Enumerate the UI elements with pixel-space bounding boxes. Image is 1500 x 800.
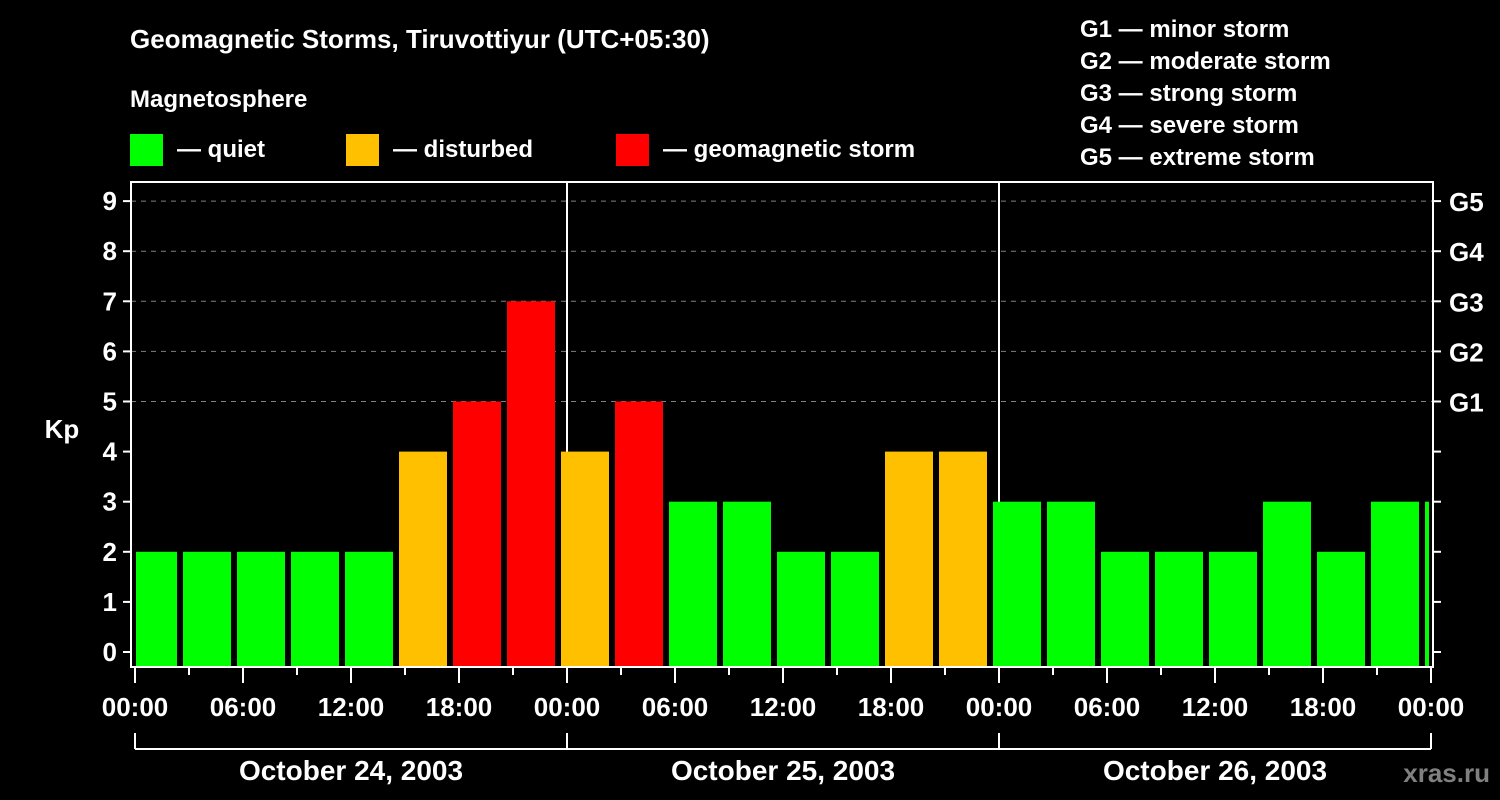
kp-bar <box>507 301 555 666</box>
storm-scale-g3: G3 — strong storm <box>1080 80 1298 107</box>
y-tick-label: 3 <box>103 487 117 517</box>
chart-title: Geomagnetic Storms, Tiruvottiyur (UTC+05… <box>130 24 710 54</box>
legend-title: Magnetosphere <box>130 86 308 113</box>
x-tick-label: 00:00 <box>534 692 601 722</box>
y-tick-label: 5 <box>103 387 117 417</box>
g-scale-label: G1 <box>1449 388 1484 418</box>
x-tick-label: 00:00 <box>1398 692 1465 722</box>
x-tick-label: 00:00 <box>966 692 1033 722</box>
g-scale-label: G2 <box>1449 337 1484 367</box>
day-label: October 26, 2003 <box>1103 755 1327 786</box>
disturbed-swatch <box>346 134 379 166</box>
kp-bar <box>399 451 447 666</box>
g-scale-label: G4 <box>1449 237 1484 267</box>
y-tick-label: 8 <box>103 236 117 266</box>
x-tick-label: 06:00 <box>210 692 277 722</box>
kp-bar <box>1425 501 1429 666</box>
y-tick-label: 7 <box>103 286 117 316</box>
kp-bar <box>1101 551 1149 666</box>
kp-bar <box>1317 551 1365 666</box>
storm-scale-g2: G2 — moderate storm <box>1080 48 1331 75</box>
legend-quiet-label: — quiet <box>177 136 265 163</box>
storm-scale-list: G1 — minor storm G2 — moderate storm G3 … <box>1080 14 1331 174</box>
day-label: October 25, 2003 <box>671 755 895 786</box>
storm-scale-g5: G5 — extreme storm <box>1080 144 1315 171</box>
kp-bar <box>345 551 393 666</box>
x-tick-label: 18:00 <box>426 692 493 722</box>
kp-bar <box>939 451 987 666</box>
legend-storm: — geomagnetic storm <box>616 134 915 166</box>
kp-bar <box>669 501 717 666</box>
storm-swatch <box>616 134 649 166</box>
kp-bar <box>615 401 663 666</box>
kp-bar <box>1155 551 1203 666</box>
x-tick-label: 00:00 <box>102 692 169 722</box>
y-tick-label: 1 <box>103 587 117 617</box>
kp-bar <box>291 551 339 666</box>
x-tick-label: 12:00 <box>750 692 817 722</box>
kp-bar <box>993 501 1041 666</box>
kp-bar <box>831 551 879 666</box>
legend-storm-label: — geomagnetic storm <box>663 136 916 163</box>
kp-bar <box>183 551 231 666</box>
x-tick-label: 12:00 <box>1182 692 1249 722</box>
kp-bar <box>453 401 501 666</box>
legend-disturbed: — disturbed <box>346 134 533 166</box>
kp-bar <box>136 551 177 666</box>
watermark: xras.ru <box>1403 758 1490 788</box>
g-scale-label: G3 <box>1449 287 1484 317</box>
kp-bar <box>237 551 285 666</box>
day-label: October 24, 2003 <box>239 755 463 786</box>
kp-bar <box>1263 501 1311 666</box>
y-tick-label: 4 <box>103 437 118 467</box>
x-tick-label: 06:00 <box>642 692 709 722</box>
x-tick-label: 18:00 <box>858 692 925 722</box>
bars <box>136 301 1429 666</box>
x-tick-label: 12:00 <box>318 692 385 722</box>
kp-bar <box>561 451 609 666</box>
y-axis-label: Kp <box>45 414 80 444</box>
kp-bar <box>723 501 771 666</box>
y-tick-label: 2 <box>103 537 117 567</box>
kp-bar <box>1371 501 1419 666</box>
y-tick-label: 6 <box>103 336 117 366</box>
kp-bar <box>885 451 933 666</box>
legend-disturbed-label: — disturbed <box>393 136 534 163</box>
y-tick-label: 0 <box>103 637 117 667</box>
legend-quiet: — quiet <box>130 134 265 166</box>
quiet-swatch <box>130 134 163 166</box>
kp-bar <box>1209 551 1257 666</box>
storm-scale-g1: G1 — minor storm <box>1080 16 1290 43</box>
g-scale-label: G5 <box>1449 187 1484 217</box>
y-tick-label: 9 <box>103 186 117 216</box>
kp-bar <box>777 551 825 666</box>
x-tick-label: 18:00 <box>1290 692 1357 722</box>
x-tick-label: 06:00 <box>1074 692 1141 722</box>
axes: 0 1 2 3 4 5 G1 6 G2 7 G3 8 G4 9 G5 00:00 06:00 12:00 18:00… <box>102 181 1484 786</box>
kp-bar <box>1047 501 1095 666</box>
storm-scale-g4: G4 — severe storm <box>1080 112 1299 139</box>
